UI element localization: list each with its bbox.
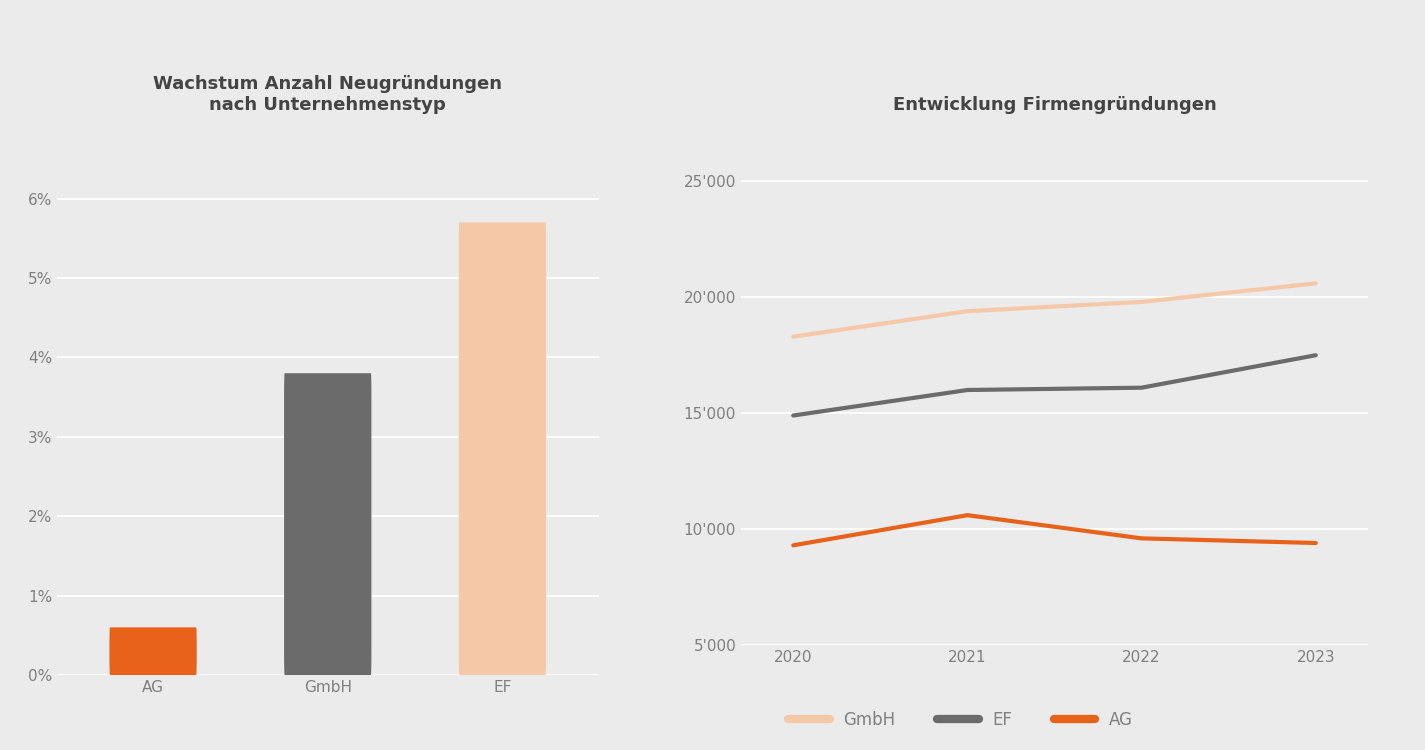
FancyBboxPatch shape [284,374,372,675]
Title: Wachstum Anzahl Neugründungen
nach Unternehmenstyp: Wachstum Anzahl Neugründungen nach Unter… [154,75,502,114]
Legend: GmbH, EF, AG: GmbH, EF, AG [782,704,1139,736]
FancyBboxPatch shape [459,222,546,675]
FancyBboxPatch shape [110,627,197,675]
Title: Entwicklung Firmengründungen: Entwicklung Firmengründungen [892,96,1217,114]
